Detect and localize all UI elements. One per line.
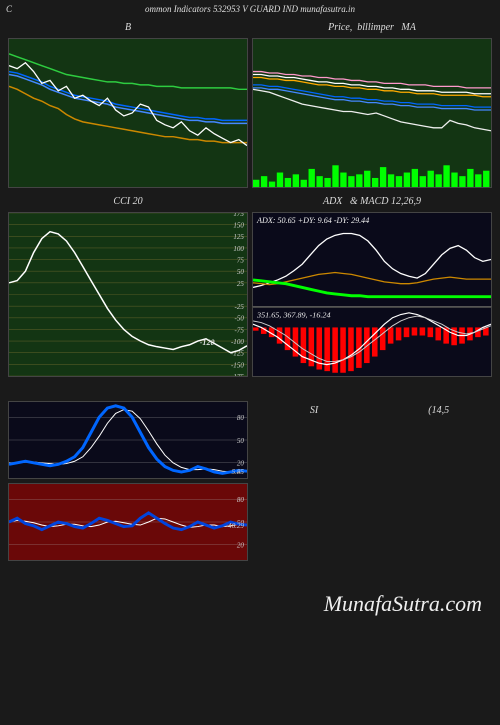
svg-text:-75: -75 [235, 326, 245, 334]
watermark: MunafaSutra.com [324, 591, 482, 617]
panel-price-ma-title: Price, blllimper MA [252, 18, 492, 38]
svg-text:-175: -175 [231, 373, 244, 376]
panel-stoch: Stochastics (14,3,3) & R 20 50 80 5.85 20 50… [8, 381, 248, 561]
panel-bb: B [8, 18, 248, 188]
svg-text:75: 75 [237, 257, 245, 265]
panel-cci-title: CCI 20 [8, 192, 248, 212]
panel-rsi-title: SI (14,5 [252, 381, 492, 401]
chart-cci: -175-150-125-100-75-50-25255075100125150… [8, 212, 248, 377]
chart-adx: ADX: 50.65 +DY: 9.64 -DY: 29.44 [252, 212, 492, 307]
svg-text:-100: -100 [231, 338, 244, 346]
svg-text:20: 20 [237, 460, 245, 468]
chart-macd: 351.65, 367.89, -16.24 [252, 307, 492, 377]
chart-grid: B Price, blllimper MA CCI 20 -175 -150 -12… [0, 18, 500, 561]
chart-bb [8, 38, 248, 188]
svg-text:175: 175 [233, 213, 244, 218]
chart-stoch-bottom: 20508046.29 [8, 483, 248, 561]
svg-text:-120: -120 [200, 338, 215, 347]
svg-text:-50: -50 [235, 315, 245, 323]
panel-adx-macd: ADX & MACD 12,26,9 ADX: 50.65 +DY: 9.64 … [252, 192, 492, 377]
svg-text:ADX: 50.65 +DY: 9.64 -DY: 29: ADX: 50.65 +DY: 9.64 -DY: 29.44 [256, 216, 369, 225]
panel-bb-title: B [8, 18, 248, 38]
svg-text:351.65, 367.89, -16.24: 351.65, 367.89, -16.24 [256, 311, 330, 320]
chart-price-ma [252, 38, 492, 188]
panel-stoch-title: Stochastics (14,3,3) & R [8, 381, 248, 401]
svg-text:50: 50 [237, 268, 245, 276]
panel-price-ma: Price, blllimper MA [252, 18, 492, 188]
svg-text:20: 20 [237, 542, 245, 550]
svg-text:-150: -150 [231, 361, 244, 369]
svg-text:80: 80 [237, 496, 245, 504]
svg-text:125: 125 [233, 233, 244, 241]
svg-text:5.85: 5.85 [232, 468, 245, 476]
header-left: C [6, 4, 12, 14]
svg-text:25: 25 [237, 280, 245, 288]
svg-text:-25: -25 [235, 303, 245, 311]
svg-text:150: 150 [233, 222, 244, 230]
page-header: C ommon Indicators 532953 V GUARD IND mu… [0, 0, 500, 18]
svg-text:50: 50 [237, 437, 245, 445]
svg-text:100: 100 [233, 245, 244, 253]
panel-adx-title: ADX & MACD 12,26,9 [252, 192, 492, 212]
panel-rsi: SI (14,5 [252, 381, 492, 561]
svg-text:80: 80 [237, 414, 245, 422]
panel-cci: CCI 20 -175-150-125-100-75-50-2525507510… [8, 192, 248, 377]
header-center: ommon Indicators 532953 V GUARD IND muna… [145, 4, 355, 14]
svg-text:46.29: 46.29 [228, 522, 244, 530]
chart-stoch-top: 20 50 80 5.85 [8, 401, 248, 479]
